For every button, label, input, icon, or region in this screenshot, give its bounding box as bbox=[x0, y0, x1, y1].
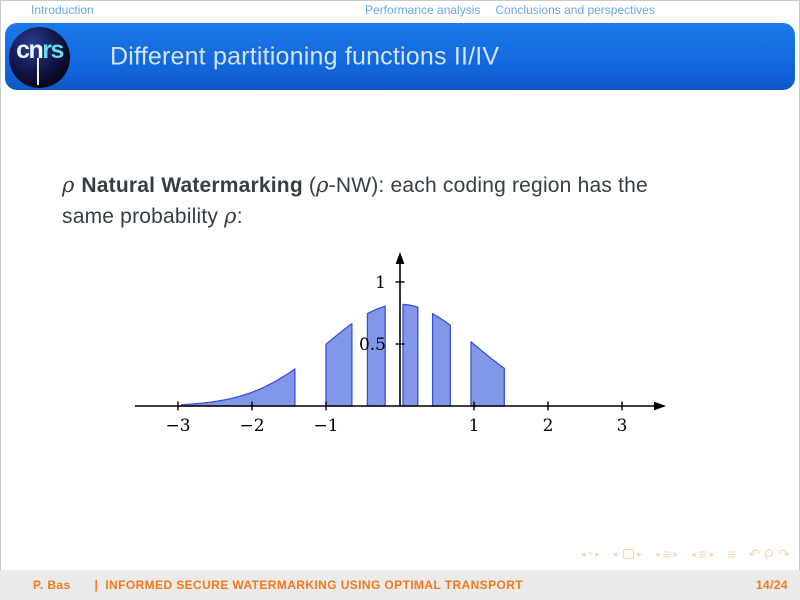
frame-title: Different partitioning functions II/IV bbox=[110, 42, 500, 70]
cnrs-logo-icon: cnrs bbox=[9, 27, 70, 88]
prev-triangle-icon[interactable]: ◂ bbox=[691, 548, 696, 559]
cnrs-logo-line bbox=[37, 58, 39, 85]
nav-link-conclusions[interactable]: Conclusions and perspectives bbox=[495, 3, 655, 17]
section-icon[interactable]: ≡ bbox=[662, 546, 671, 562]
footer-separator: | bbox=[94, 578, 99, 592]
prev-triangle-icon[interactable]: ◂ bbox=[580, 548, 586, 559]
slide-nav: ◂ ▫ ▸ bbox=[580, 547, 600, 560]
footer-author: P. Bas bbox=[33, 578, 71, 592]
svg-text:0.5: 0.5 bbox=[359, 335, 386, 355]
frame-nav: ◂ ▸ bbox=[612, 547, 642, 559]
appendix-nav: ≡ bbox=[727, 547, 735, 561]
nav-link-introduction[interactable]: Introduction bbox=[31, 3, 94, 17]
svg-text:3: 3 bbox=[617, 416, 628, 436]
cnrs-logo-text: cnrs bbox=[16, 36, 64, 64]
forward-arrow-icon[interactable]: ↷ bbox=[778, 546, 790, 562]
search-icon[interactable] bbox=[765, 549, 774, 557]
footer: P. Bas | INFORMED SECURE WATERMARKING US… bbox=[0, 570, 800, 600]
body-text-line: ρ Natural Watermarking (ρ-NW): each codi… bbox=[62, 173, 648, 197]
svg-text:2: 2 bbox=[543, 416, 554, 436]
footer-presentation-title: INFORMED SECURE WATERMARKING USING OPTIM… bbox=[105, 578, 524, 592]
beamer-nav-symbols: ◂ ▫ ▸ ◂ ▸ ◂ ≡ ▸ ◂ ≡ ▸ ≡ ↶ ↷ bbox=[581, 546, 790, 562]
footer-page-number: 14/24 bbox=[755, 578, 788, 592]
section-navigation: Introduction Performance analysis Conclu… bbox=[0, 3, 800, 19]
next-triangle-icon[interactable]: ▸ bbox=[637, 548, 642, 559]
appendix-icon[interactable]: ≡ bbox=[727, 546, 736, 562]
svg-text:1: 1 bbox=[469, 416, 480, 436]
title-bar: Different partitioning functions II/IV bbox=[5, 23, 795, 90]
prev-triangle-icon[interactable]: ◂ bbox=[654, 548, 660, 559]
slide-icon[interactable]: ▫ bbox=[588, 547, 593, 560]
subsection-nav: ◂ ≡ ▸ bbox=[691, 547, 714, 561]
next-triangle-icon[interactable]: ▸ bbox=[673, 548, 679, 559]
footer-title-group: | INFORMED SECURE WATERMARKING USING OPT… bbox=[95, 578, 523, 592]
next-triangle-icon[interactable]: ▸ bbox=[595, 548, 600, 559]
nav-right-group: Performance analysis Conclusions and per… bbox=[365, 3, 655, 17]
prev-triangle-icon[interactable]: ◂ bbox=[612, 548, 618, 559]
frame-icon[interactable] bbox=[620, 547, 635, 559]
nav-link-performance-analysis[interactable]: Performance analysis bbox=[365, 3, 481, 17]
next-triangle-icon[interactable]: ▸ bbox=[709, 548, 715, 559]
body-text-line: same probability ρ: bbox=[62, 204, 243, 228]
back-arrow-icon[interactable]: ↶ bbox=[748, 546, 761, 562]
svg-text:−3: −3 bbox=[165, 416, 190, 436]
history-nav: ↶ ↷ bbox=[749, 547, 790, 561]
svg-text:−2: −2 bbox=[239, 416, 264, 436]
body-text: ρ Natural Watermarking (ρ-NW): each codi… bbox=[62, 170, 648, 232]
section-nav: ◂ ≡ ▸ bbox=[655, 547, 678, 561]
subsection-icon[interactable]: ≡ bbox=[698, 546, 707, 562]
svg-text:1: 1 bbox=[375, 273, 386, 293]
partition-plot: −3 −2 −1 1 2 3 0.5 1 bbox=[135, 252, 666, 436]
svg-text:−1: −1 bbox=[313, 416, 338, 436]
